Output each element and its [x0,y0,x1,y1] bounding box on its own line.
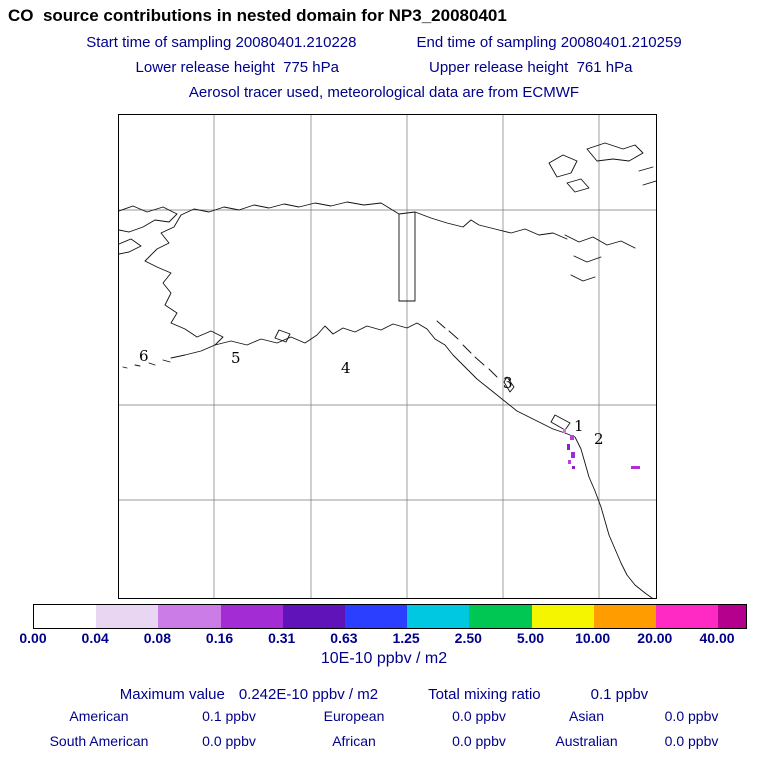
contributions-grid: American 0.1 ppbv European 0.0 ppbv Asian 0.0… [24,708,744,749]
contribution-patch [572,466,575,469]
contribution-region-name: Australian [555,733,618,749]
contribution-patch [570,435,574,440]
map-svg: 6 5 4 3 12 [119,115,656,598]
colorbar-segment [282,605,345,628]
alaska-canada-border [398,212,416,302]
trajectory-marker-1: 1 [574,417,584,435]
lat-lon-gridlines [119,115,656,598]
colorbar-segment [593,605,656,628]
colorbar-segment [158,605,221,628]
trajectory-marker-6: 6 [139,347,149,365]
contribution-region-name: African [332,733,376,749]
contribution-region-value: 0.0 ppbv [202,733,256,749]
colorbar-tick: 5.00 [516,630,545,646]
end-time-text: End time of sampling 20080401.210259 [416,34,682,51]
colorbar-segment [34,605,97,628]
plot-title: CO source contributions in nested domain… [8,6,507,25]
contribution-region-name: Asian [568,708,605,724]
contribution-region-value: 0.0 ppbv [664,708,719,724]
start-time-text: Start time of sampling 20080401.210228 [86,34,357,51]
release-height-line: Lower release height 775 hPa Upper relea… [0,59,768,76]
colorbar-ticks: 0.00 0.04 0.08 0.16 0.31 0.63 1.25 2.50 5.00 10.0… [19,630,745,648]
contribution-patch [571,452,575,458]
trajectory-marker-2: 2 [594,430,604,448]
trajectory-marker-5: 5 [231,349,241,367]
colorbar-tick: 20.00 [637,630,673,646]
colorbar-tick: 0.08 [143,630,171,646]
coastlines [119,142,656,598]
contribution-patch [568,460,571,464]
colorbar-tick: 0.31 [268,630,296,646]
colorbar-segment [655,605,719,628]
colorbar-segment [469,605,532,628]
contribution-region-name: South American [49,733,149,749]
colorbar-tick: 0.00 [19,630,47,646]
trajectory-marker-4: 4 [341,359,351,377]
colorbar-tick: 0.16 [205,630,234,646]
colorbar-tick: 0.63 [330,630,358,646]
trajectory-marker-3: 3 [503,374,513,392]
lower-release-text: Lower release height 775 hPa [135,59,339,76]
total-mixing-ratio-label: Total mixing ratio [428,686,541,703]
colorbar-segment [531,605,594,628]
colorbar-segment [718,605,747,628]
colorbar-segment [220,605,283,628]
contribution-patch [563,429,566,433]
colorbar-tick: 2.50 [454,630,482,646]
contribution-region-value: 0.0 ppbv [452,733,506,749]
contribution-region-value: 0.1 ppbv [202,708,256,724]
colorbar-tick: 0.04 [81,630,109,646]
map-data-overlay: 6 5 4 3 12 [139,347,640,469]
contribution-patch [631,466,640,469]
colorbar-tick: 10.00 [575,630,611,646]
colorbar-unit-label: 10E-10 ppbv / m2 [320,650,448,667]
tracer-info-line: Aerosol tracer used, meteorological data… [0,84,768,101]
summary-stats-line: Maximum value 0.242E-10 ppbv / m2 Total … [0,686,768,703]
total-mixing-ratio-value: 0.1 ppbv [590,686,649,703]
contribution-region-value: 0.0 ppbv [664,733,719,749]
max-value-label: Maximum value [119,686,225,703]
tracer-info-text: Aerosol tracer used, meteorological data… [188,84,580,101]
contribution-region-name: American [69,708,129,724]
sampling-time-line: Start time of sampling 20080401.210228 E… [0,34,768,51]
colorbar-segment [96,605,159,628]
upper-release-text: Upper release height 761 hPa [429,59,633,76]
contribution-region-value: 0.0 ppbv [452,708,506,724]
contribution-patch [567,444,570,450]
max-value: 0.242E-10 ppbv / m2 [238,686,379,703]
colorbar-segment [344,605,408,628]
colorbar-segment [407,605,470,628]
colorbar-tick: 40.00 [699,630,735,646]
contribution-region-name: European [323,708,385,724]
colorbar-tick: 1.25 [392,630,420,646]
colorbar [33,604,747,629]
